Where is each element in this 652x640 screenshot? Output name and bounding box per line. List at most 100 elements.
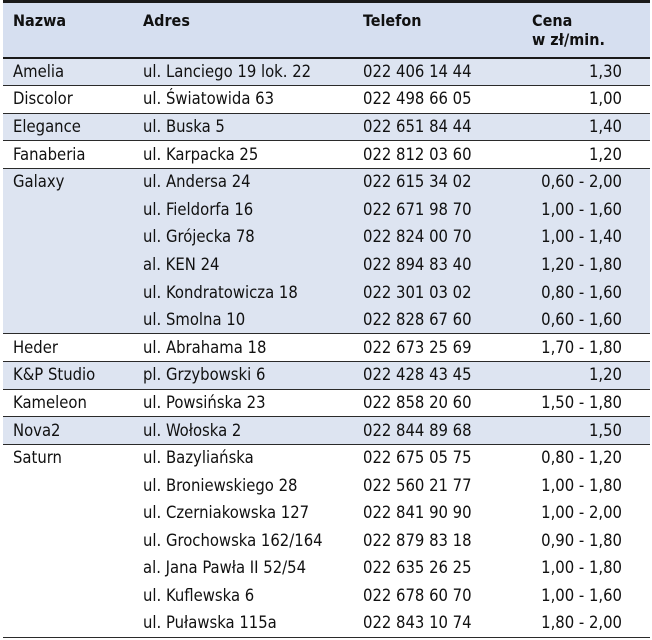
table-row: ul. Grójecka 78 022 824 00 70 1,00 - 1,40 [3,223,650,252]
cell-name: Nova2 [3,416,133,445]
cell-name [3,223,133,252]
cell-name: Fanaberia [3,140,133,169]
table-row: ul. Kuflewska 6 022 678 60 70 1,00 - 1,60 [3,582,650,610]
cell-address: ul. Andersa 24 [133,167,353,196]
cell-price: 1,00 - 2,00 [541,503,622,523]
cell-name [3,582,133,610]
cell-price: 1,00 - 1,60 [541,586,622,606]
cell-name: Elegance [3,112,133,141]
table-row: Galaxy ul. Andersa 24 022 615 34 02 0,60 - … [3,167,650,196]
cell-name [3,555,133,583]
cell-address: al. Jana Pawła II 52/54 [143,558,307,578]
cell-name: Saturn [3,443,133,472]
cell-name: Discolor [3,85,133,114]
header-name: Nazwa [3,0,133,59]
cell-name: Galaxy [3,167,133,196]
table-header: Nazwa Adres Telefon Cena w zł/min. [3,0,650,59]
table-row: al. Jana Pawła II 52/54 022 635 26 25 1,00… [3,555,650,583]
cell-phone: 022 844 89 68 [353,416,518,445]
cell-phone: 022 678 60 70 [363,586,472,606]
cell-address: ul. Abrahama 18 [133,333,353,362]
cell-name: K&P Studio [3,361,133,390]
cell-address: ul. Puławska 115a [133,609,353,638]
table-row: Elegance ul. Buska 5 022 651 84 44 1,40 [3,112,650,141]
table-row: Kameleon ul. Powsińska 23 022 858 20 60 1,5… [3,388,650,417]
table-body: Amelia ul. Lanciego 19 lok. 22 022 406 14 … [3,58,650,638]
salon-price-table: Nazwa Adres Telefon Cena w zł/min. Ameli… [3,0,650,638]
header-address: Adres [133,0,353,59]
table-row: K&P Studio pl. Grzybowski 6 022 428 43 45 1… [3,361,650,390]
cell-address: ul. Czerniakowska 127 [143,503,310,523]
cell-phone: 022 675 05 75 [353,443,518,472]
cell-price: 1,20 [518,140,650,169]
cell-phone: 022 894 83 40 [353,251,518,279]
cell-price: 1,80 - 2,00 [518,609,650,638]
cell-address: pl. Grzybowski 6 [133,361,353,390]
table-row: ul. Kondratowicza 18 022 301 03 02 0,80 - … [3,278,650,307]
table-row: Heder ul. Abrahama 18 022 673 25 69 1,70 - … [3,333,650,362]
cell-address: ul. Grójecka 78 [133,223,353,252]
table-row: ul. Puławska 115a 022 843 10 74 1,80 - 2,0… [3,609,650,638]
cell-address: ul. Powsińska 23 [133,388,353,417]
cell-phone: 022 858 20 60 [353,388,518,417]
cell-price: 1,70 - 1,80 [518,333,650,362]
cell-address: ul. Buska 5 [133,112,353,141]
table-row: Amelia ul. Lanciego 19 lok. 22 022 406 14 … [3,58,650,86]
cell-price: 1,00 [518,85,650,114]
cell-name [3,527,133,555]
salon-price-table-container: Nazwa Adres Telefon Cena w zł/min. Ameli… [3,0,650,640]
cell-name [3,251,133,279]
header-price-line1: Cena [532,11,573,30]
cell-phone: 022 828 67 60 [353,306,518,334]
cell-phone: 022 651 84 44 [353,112,518,141]
cell-price: 0,80 - 1,20 [518,443,650,472]
cell-price: 1,20 - 1,80 [518,251,650,279]
cell-price: 0,90 - 1,80 [541,530,622,550]
cell-phone: 022 301 03 02 [353,278,518,307]
cell-price: 1,00 - 1,40 [518,223,650,252]
cell-price: 0,80 - 1,60 [518,278,650,307]
cell-address: ul. Kondratowicza 18 [133,278,353,307]
cell-name [3,472,133,500]
cell-name: Kameleon [3,388,133,417]
cell-phone: 022 841 90 90 [363,503,472,523]
cell-name: Heder [3,333,133,362]
cell-address: al. KEN 24 [133,251,353,279]
cell-price: 1,30 [518,58,650,86]
cell-phone: 022 812 03 60 [353,140,518,169]
table-row: Saturn ul. Bazyliańska 022 675 05 75 0,80 -… [3,443,650,472]
cell-price: 1,00 - 1,80 [541,475,622,495]
cell-price: 1,50 - 1,80 [518,388,650,417]
cell-address: ul. Smolna 10 [133,306,353,334]
cell-address: ul. Karpacka 25 [133,140,353,169]
cell-address: ul. Bazyliańska [133,443,353,472]
cell-address: ul. Światowida 63 [133,85,353,114]
header-phone: Telefon [353,0,518,59]
cell-name [3,278,133,307]
cell-phone: 022 673 25 69 [353,333,518,362]
cell-phone: 022 498 66 05 [353,85,518,114]
cell-price: 1,00 - 1,80 [541,558,622,578]
cell-address: ul. Lanciego 19 lok. 22 [133,58,353,86]
cell-name [3,500,133,528]
table-row: Nova2 ul. Wołoska 2 022 844 89 68 1,50 [3,416,650,445]
cell-name [3,306,133,334]
cell-price: 1,00 - 1,60 [518,195,650,224]
cell-phone: 022 879 83 18 [363,530,472,550]
cell-phone: 022 635 26 25 [363,558,472,578]
cell-address: ul. Kuflewska 6 [143,586,255,606]
cell-price: 1,50 [518,416,650,445]
cell-price: 0,60 - 2,00 [518,167,650,196]
cell-price: 1,20 [518,361,650,390]
cell-phone: 022 428 43 45 [353,361,518,390]
table-row: Fanaberia ul. Karpacka 25 022 812 03 60 1,2… [3,140,650,169]
header-row: Nazwa Adres Telefon Cena w zł/min. [3,0,650,59]
table-row: ul. Czerniakowska 127 022 841 90 90 1,00 -… [3,500,650,528]
table-row: ul. Smolna 10 022 828 67 60 0,60 - 1,60 [3,306,650,334]
cell-phone: 022 824 00 70 [353,223,518,252]
cell-name [3,609,133,638]
table-row: ul. Broniewskiego 28 022 560 21 77 1,00 - … [3,472,650,500]
table-row: ul. Grochowska 162/164 022 879 83 18 0,90 … [3,527,650,555]
cell-phone: 022 406 14 44 [353,58,518,86]
cell-address: ul. Grochowska 162/164 [143,530,323,550]
